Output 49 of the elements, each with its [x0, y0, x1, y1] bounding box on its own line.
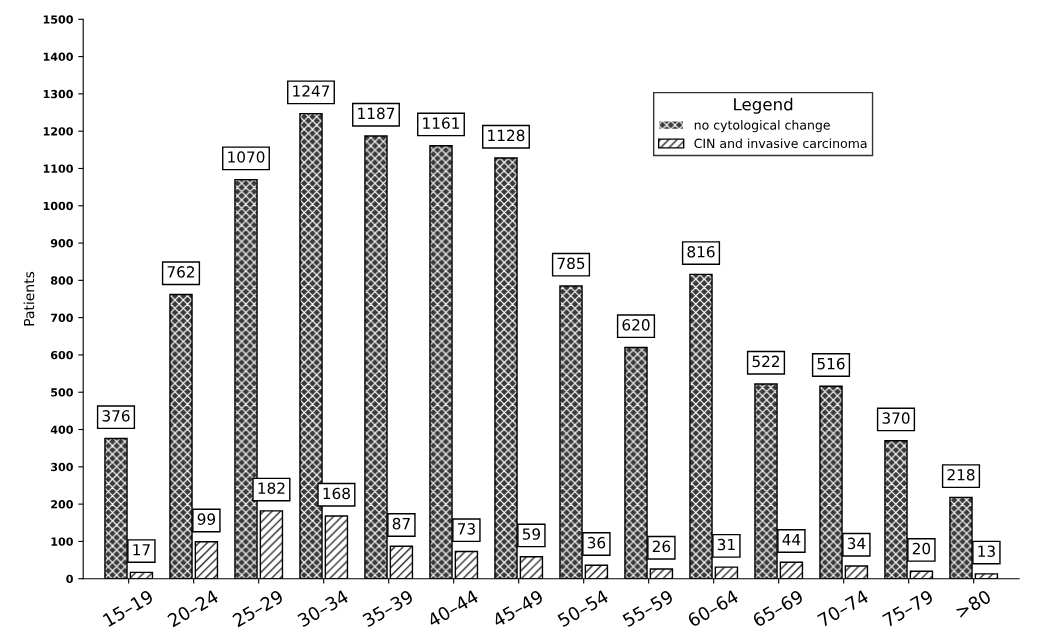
data-label: 87	[392, 517, 410, 530]
y-tick-label: 900	[50, 239, 73, 248]
data-label: 59	[522, 528, 541, 540]
y-tick-label: 1000	[43, 201, 73, 211]
data-label: 17	[133, 544, 150, 556]
data-label: 785	[557, 257, 585, 270]
data-label: 218	[947, 468, 975, 481]
y-tick-label: 200	[51, 500, 73, 509]
y-tick-label: 1500	[43, 15, 73, 24]
legend-label: CIN and invasive carcinoma	[694, 138, 867, 149]
data-label: 31	[717, 538, 735, 551]
y-tick-label: 1100	[43, 164, 73, 173]
legend-label: no cytological change	[694, 120, 830, 133]
y-tick-label: 1400	[43, 52, 73, 61]
data-label: 168	[323, 487, 350, 500]
data-label: 762	[167, 266, 195, 278]
data-label: 1128	[488, 129, 525, 142]
y-axis-title: Patients	[23, 271, 35, 326]
data-label: 20	[912, 542, 931, 555]
y-tick-label: 100	[51, 537, 73, 546]
data-label: 522	[752, 355, 780, 368]
y-tick-label: 800	[50, 276, 73, 285]
data-label: 99	[197, 513, 216, 525]
data-label: 370	[882, 412, 910, 424]
data-label: 182	[258, 482, 285, 494]
y-tick-label: 300	[51, 462, 73, 472]
data-label: 1070	[228, 151, 265, 163]
data-label: 34	[847, 537, 866, 550]
data-label: 13	[978, 545, 995, 557]
y-tick-label: 700	[51, 313, 73, 323]
data-label: 1247	[293, 85, 330, 97]
y-tick-label: 0	[66, 574, 73, 584]
y-tick-label: 400	[50, 425, 73, 434]
data-label: 73	[457, 523, 475, 535]
y-tick-label: 500	[51, 388, 73, 397]
y-tick-label: 600	[50, 350, 73, 360]
data-label: 1187	[358, 107, 395, 120]
y-tick-label: 1300	[43, 89, 73, 99]
x-tick-label: >80	[954, 589, 992, 619]
data-label: 36	[587, 536, 606, 549]
data-label: 1161	[423, 117, 460, 129]
data-label: 620	[622, 319, 650, 331]
data-label: 816	[687, 245, 715, 258]
y-tick-label: 1200	[43, 127, 73, 136]
legend-title: Legend	[734, 97, 793, 114]
data-label: 44	[782, 534, 801, 546]
data-label: 376	[102, 410, 130, 422]
data-label: 516	[817, 357, 845, 370]
data-label: 26	[652, 540, 671, 553]
